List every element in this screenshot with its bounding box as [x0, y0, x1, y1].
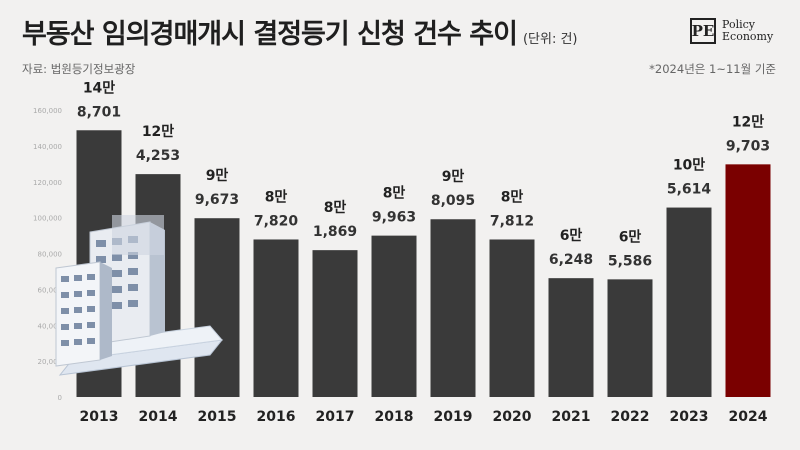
- y-tick-label: 80,000: [38, 251, 63, 259]
- value-label-rest: 9,963: [372, 210, 416, 226]
- x-tick-label: 2021: [552, 409, 591, 425]
- y-tick-label: 140,000: [33, 143, 62, 151]
- value-label-man: 10만: [673, 158, 705, 174]
- logo-mark: PE: [690, 18, 716, 44]
- value-label-rest: 7,812: [490, 213, 534, 229]
- value-label-man: 12만: [732, 114, 764, 130]
- bar-2022: [607, 279, 653, 397]
- bar-2024: [725, 164, 771, 397]
- bar-2017: [312, 250, 358, 397]
- bar-2023: [666, 207, 712, 397]
- title-row: 부동산 임의경매개시 결정등기 신청 건수 추이 (단위: 건): [22, 12, 578, 51]
- value-label-rest: 7,820: [254, 213, 299, 229]
- x-tick-label: 2015: [198, 409, 237, 425]
- value-label-rest: 6,248: [549, 252, 593, 268]
- logo-line-1: Policy: [722, 18, 755, 31]
- x-tick-label: 2018: [375, 409, 414, 425]
- logo-text: Policy Economy: [722, 19, 773, 43]
- value-label-rest: 1,869: [313, 224, 357, 240]
- value-label-rest: 5,586: [608, 253, 652, 269]
- value-label-man: 8만: [383, 186, 406, 202]
- building-illustration: [55, 215, 224, 376]
- bar-2019: [430, 219, 476, 397]
- value-label-man: 6만: [560, 228, 583, 244]
- y-tick-label: 20,000: [38, 358, 63, 366]
- value-label-man: 8만: [501, 189, 524, 205]
- y-axis-ticks: 0 20,000 40,000 60,000 80,000 100,000 120,000 1…: [33, 107, 62, 402]
- unit-label: (단위: 건): [522, 32, 578, 47]
- value-label-rest: 4,253: [136, 148, 180, 164]
- x-axis-labels: 2013 2014 2015 2016 2017 2018 2019 2020 2021 2022…: [80, 409, 768, 425]
- x-tick-label: 2020: [493, 409, 532, 425]
- value-label-rest: 8,095: [431, 193, 475, 209]
- bar-2020: [489, 239, 535, 397]
- value-label-man: 9만: [206, 168, 229, 184]
- value-label-rest: 5,614: [667, 182, 712, 198]
- bar-2016: [253, 239, 299, 397]
- y-tick-label: 120,000: [33, 179, 62, 187]
- x-tick-label: 2023: [670, 409, 709, 425]
- value-label-rest: 9,673: [195, 192, 239, 208]
- x-tick-label: 2019: [434, 409, 473, 425]
- value-label-rest: 8,701: [77, 104, 121, 120]
- value-label-man: 8만: [265, 189, 288, 205]
- y-tick-label: 60,000: [38, 286, 63, 294]
- bar-2015: [194, 218, 240, 397]
- value-label-man: 14만: [83, 80, 115, 96]
- value-label-man: 6만: [619, 229, 642, 245]
- bar-2021: [548, 278, 594, 397]
- x-tick-label: 2024: [729, 409, 768, 425]
- value-label-man: 9만: [442, 169, 465, 185]
- x-tick-label: 2016: [257, 409, 296, 425]
- y-tick-label: 100,000: [33, 215, 62, 223]
- logo-line-2: Economy: [722, 30, 774, 43]
- value-label-man: 8만: [324, 200, 347, 216]
- y-tick-label: 40,000: [38, 322, 63, 330]
- x-tick-label: 2014: [139, 409, 178, 425]
- chart-title: 부동산 임의경매개시 결정등기 신청 건수 추이: [22, 19, 518, 50]
- y-tick-label: 160,000: [33, 107, 62, 115]
- footnote-label: *2024년은 1~11월 기준: [649, 62, 776, 76]
- y-tick-label: 0: [58, 394, 62, 402]
- value-label-rest: 9,703: [726, 138, 770, 154]
- x-tick-label: 2022: [611, 409, 650, 425]
- value-label-man: 12만: [142, 124, 174, 140]
- source-label: 자료: 법원등기정보광장: [22, 62, 136, 76]
- bar-2018: [371, 235, 417, 397]
- x-tick-label: 2017: [316, 409, 355, 425]
- x-tick-label: 2013: [80, 409, 119, 425]
- value-labels: 14만 8,701 12만 4,253 9만 9,673 8만 7,820 8만 1,869 8만 9…: [77, 80, 770, 269]
- policy-economy-logo: PE Policy Economy: [690, 18, 773, 44]
